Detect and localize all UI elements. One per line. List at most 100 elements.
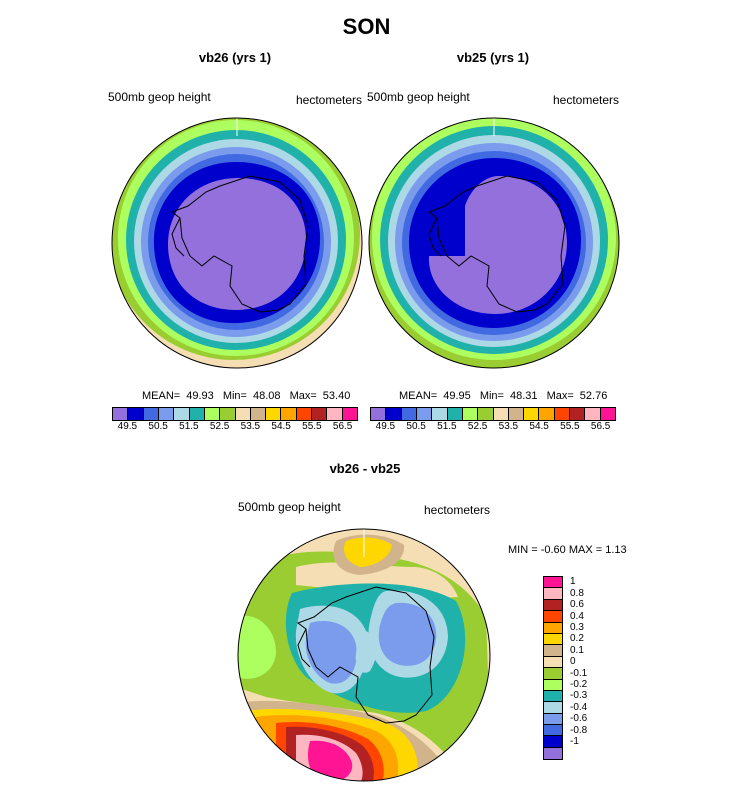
colorbar-swatch <box>281 408 297 420</box>
colorbar-swatch <box>554 408 571 420</box>
diff-region-yellow-north <box>343 537 392 567</box>
right-max-value: 52.76 <box>579 390 608 402</box>
diff-polar-map <box>237 528 491 782</box>
colorbar-tick-label: 52.5 <box>209 421 230 432</box>
colorbar-swatch <box>250 408 267 420</box>
colorbar-tick-label: 49.5 <box>117 421 138 432</box>
diff-region-cornflower-west <box>305 621 357 684</box>
colorbar-swatch <box>524 408 540 420</box>
right-colorbar: 49.5 50.5 51.5 52.5 53.5 54.5 55.5 56.5 <box>370 407 616 435</box>
left-min-value: 48.08 <box>252 390 281 402</box>
colorbar-tick-label: 0.4 <box>570 610 584 622</box>
colorbar-swatch <box>143 408 159 420</box>
diff-units-label: hectometers <box>424 503 491 517</box>
colorbar-swatch <box>189 408 205 420</box>
colorbar-swatch <box>544 611 562 623</box>
diff-region-cornflower-east <box>378 602 437 666</box>
colorbar-tick-label: 0.2 <box>570 633 584 645</box>
colorbar-swatch <box>432 408 448 420</box>
colorbar-tick-label: 0.3 <box>570 622 584 633</box>
colorbar-swatch <box>570 408 586 420</box>
colorbar-tick-label: 56.5 <box>590 421 611 432</box>
colorbar-swatch <box>544 736 562 748</box>
colorbar-swatch <box>544 690 562 703</box>
diff-antarctica-coastline <box>296 586 435 724</box>
colorbar-tick-label: -0.2 <box>570 679 588 690</box>
colorbar-swatch <box>544 599 562 612</box>
colorbar-swatch <box>600 408 615 420</box>
colorbar-swatch <box>544 633 562 646</box>
colorbar-tick-label: 0.6 <box>570 599 584 611</box>
colorbar-tick-label: -0.1 <box>570 667 588 679</box>
colorbar-tick-label: 0 <box>570 656 576 668</box>
colorbar-tick-label: -1 <box>570 736 579 747</box>
colorbar-swatch <box>544 713 562 726</box>
colorbar-tick-label: 51.5 <box>179 421 199 432</box>
diff-region-lightgreen-west <box>238 615 276 679</box>
colorbar-tick-label: 1 <box>570 576 576 588</box>
colorbar-tick-label: 0.1 <box>570 644 584 656</box>
colorbar-swatch <box>544 645 562 657</box>
colorbar-tick-label: 52.5 <box>467 421 488 432</box>
left-stats: MEAN= 49.93 Min= 48.08 Max= 53.40 <box>142 390 351 402</box>
colorbar-swatch <box>401 408 417 420</box>
colorbar-swatch <box>128 408 144 420</box>
colorbar-swatch <box>544 702 562 714</box>
colorbar-tick-label: -0.8 <box>570 724 588 736</box>
colorbar-swatch <box>544 656 562 669</box>
colorbar-swatch <box>539 408 555 420</box>
colorbar-swatch <box>327 408 343 420</box>
colorbar-tick-label: 54.5 <box>529 421 549 432</box>
colorbar-swatch <box>544 668 562 680</box>
colorbar-swatch <box>204 408 221 420</box>
colorbar-tick-label: 55.5 <box>302 421 322 432</box>
colorbar-tick-label: 50.5 <box>406 421 426 432</box>
right-antarctica-coastline <box>427 175 566 313</box>
colorbar-swatch <box>235 408 251 420</box>
colorbar-tick-label: 55.5 <box>560 421 580 432</box>
colorbar-swatch <box>158 408 175 420</box>
left-antarctica-coastline <box>170 175 309 313</box>
colorbar-swatch <box>386 408 402 420</box>
diff-panel-title: vb26 - vb25 <box>329 461 401 476</box>
colorbar-tick-label: -0.6 <box>570 713 588 725</box>
right-min-value: 48.31 <box>509 390 538 402</box>
colorbar-swatch <box>493 408 509 420</box>
colorbar-swatch <box>478 408 494 420</box>
left-field-label: 500mb geop height <box>108 90 211 104</box>
colorbar-tick-label: -0.4 <box>570 701 588 713</box>
colorbar-swatch <box>544 725 562 737</box>
colorbar-tick-label: 50.5 <box>148 421 168 432</box>
colorbar-tick-label: 56.5 <box>332 421 353 432</box>
colorbar-swatch <box>312 408 328 420</box>
diff-colorbar <box>543 576 563 761</box>
colorbar-swatch <box>371 408 387 420</box>
diff-minmax: MIN = -0.60 MAX = 1.13 <box>508 544 627 556</box>
right-peninsula-coast <box>428 217 442 257</box>
right-mean-value: 49.95 <box>443 390 471 402</box>
colorbar-tick-label: 53.5 <box>498 421 519 432</box>
left-panel-title: vb26 (yrs 1) <box>198 50 272 65</box>
colorbar-swatch <box>342 408 357 420</box>
colorbar-swatch <box>447 408 463 420</box>
colorbar-swatch <box>220 408 236 420</box>
colorbar-tick-label: 49.5 <box>375 421 396 432</box>
colorbar-tick-label: 54.5 <box>271 421 291 432</box>
right-field-label: 500mb geop height <box>367 90 470 104</box>
colorbar-swatch <box>296 408 313 420</box>
left-mean-value: 49.93 <box>186 390 214 402</box>
colorbar-swatch <box>462 408 479 420</box>
colorbar-swatch <box>174 408 190 420</box>
diff-peninsula-coast <box>297 628 311 668</box>
left-units-label: hectometers <box>296 93 363 107</box>
colorbar-tick-label: 53.5 <box>240 421 261 432</box>
right-polar-map <box>368 117 620 369</box>
colorbar-swatch <box>508 408 525 420</box>
left-peninsula-coast <box>171 217 185 257</box>
colorbar-swatch <box>416 408 433 420</box>
right-stats: MEAN= 49.95 Min= 48.31 Max= 52.76 <box>399 390 608 402</box>
right-band-purple <box>428 176 567 314</box>
left-max-value: 53.40 <box>322 390 351 402</box>
colorbar-swatch <box>585 408 601 420</box>
diff-region-lightblue-center <box>355 631 377 673</box>
